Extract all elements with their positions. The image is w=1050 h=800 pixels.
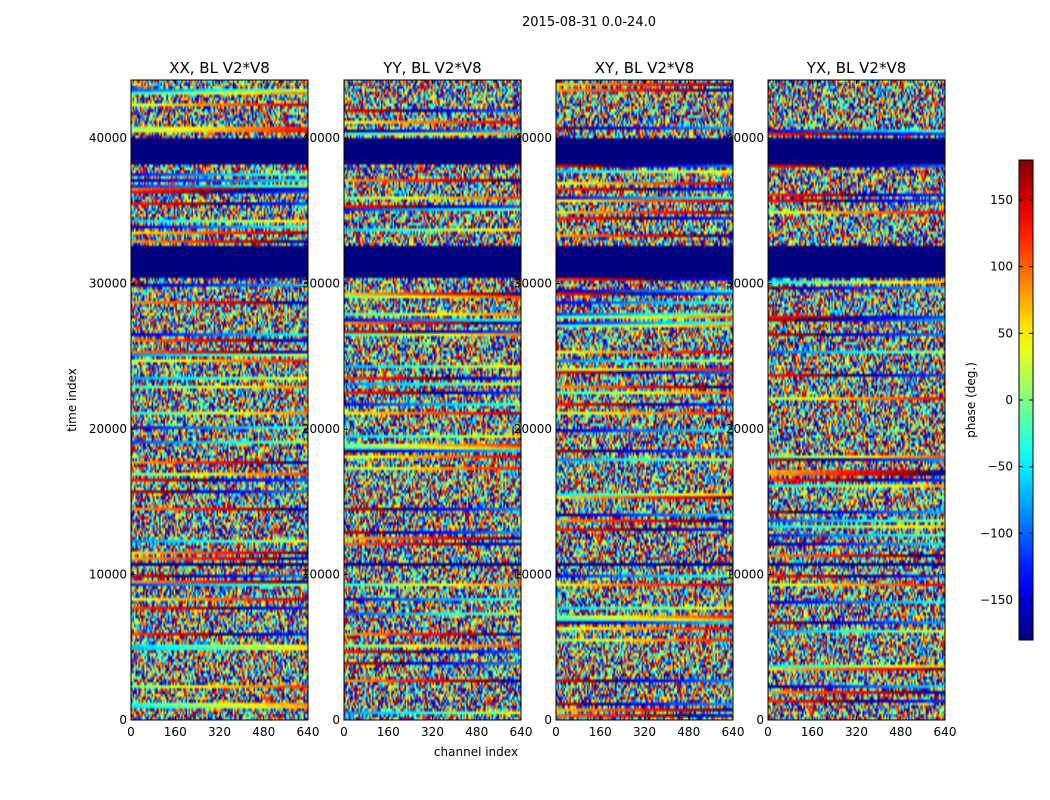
x-tick-label: 160: [589, 725, 612, 739]
y-tick-label: 30000: [302, 277, 340, 291]
panel-3: XY, BL V2*V8 0 160 320 480 640 0 10000 20000 3000…: [514, 59, 745, 739]
panel-2: YY, BL V2*V8 0 160 320 480 640 0 10000 20000 3000…: [302, 59, 533, 739]
x-tick-label: 320: [421, 725, 444, 739]
x-tick-label: 160: [164, 725, 187, 739]
y-tick-label: 0: [332, 713, 340, 727]
x-tick-label: 480: [465, 725, 488, 739]
x-tick-label: 0: [127, 725, 135, 739]
x-tick-label: 320: [633, 725, 656, 739]
y-tick-label: 30000: [514, 277, 552, 291]
panel-title: XX, BL V2*V8: [169, 59, 270, 77]
panel-1: XX, BL V2*V8 0 160 320 480 640 0 10000 20000 3000…: [89, 59, 320, 739]
x-tick-label: 0: [340, 725, 348, 739]
colorbar-tick-label: 150: [990, 193, 1013, 207]
panel-title: XY, BL V2*V8: [595, 59, 695, 77]
y-axis-label: time index: [65, 368, 79, 432]
panels: XX, BL V2*V8 0 160 320 480 640 0 10000 20000 3000…: [89, 59, 957, 739]
heatmap-image: [768, 80, 945, 720]
colorbar: 150 100 50 0 −50 −100 −150: [980, 159, 1034, 641]
colorbar-tick-label: −150: [980, 593, 1013, 607]
x-tick-label: 320: [208, 725, 231, 739]
y-tick-label: 0: [544, 713, 552, 727]
x-tick-label: 320: [845, 725, 868, 739]
heatmap-image: [556, 80, 733, 720]
x-tick-label: 640: [297, 725, 320, 739]
y-tick-label: 10000: [302, 568, 340, 582]
y-tick-label: 40000: [89, 131, 127, 145]
x-tick-label: 480: [252, 725, 275, 739]
y-tick-label: 20000: [89, 422, 127, 436]
colorbar-tick-label: 0: [1005, 393, 1013, 407]
heatmap-image: [344, 80, 521, 720]
panel-4: YX, BL V2*V8 0 160 320 480 640 0 10000 20000 3000…: [726, 59, 957, 739]
x-tick-label: 0: [552, 725, 560, 739]
x-tick-label: 480: [889, 725, 912, 739]
x-tick-label: 640: [722, 725, 745, 739]
panel-title: YX, BL V2*V8: [806, 59, 907, 77]
x-tick-label: 640: [934, 725, 957, 739]
colorbar-tick-label: 100: [990, 260, 1013, 274]
colorbar-label: phase (deg.): [964, 362, 978, 438]
y-tick-label: 40000: [514, 131, 552, 145]
x-tick-label: 640: [510, 725, 533, 739]
y-tick-label: 30000: [89, 277, 127, 291]
y-tick-label: 30000: [726, 277, 764, 291]
y-tick-label: 10000: [89, 568, 127, 582]
x-axis-label: channel index: [434, 745, 518, 759]
x-tick-label: 160: [801, 725, 824, 739]
y-tick-label: 20000: [302, 422, 340, 436]
colorbar-tick-label: −50: [988, 460, 1013, 474]
panel-title: YY, BL V2*V8: [382, 59, 481, 77]
y-tick-label: 40000: [726, 131, 764, 145]
x-tick-label: 160: [377, 725, 400, 739]
heatmap-image: [131, 80, 308, 720]
y-tick-label: 40000: [302, 131, 340, 145]
y-tick-label: 0: [119, 713, 127, 727]
colorbar-tick-label: 50: [998, 326, 1013, 340]
y-tick-label: 10000: [726, 568, 764, 582]
y-tick-label: 20000: [514, 422, 552, 436]
colorbar-tick-label: −100: [980, 526, 1013, 540]
y-tick-label: 10000: [514, 568, 552, 582]
figure-title: 2015-08-31 0.0-24.0: [522, 15, 656, 30]
y-tick-label: 0: [756, 713, 764, 727]
x-tick-label: 0: [764, 725, 772, 739]
y-tick-label: 20000: [726, 422, 764, 436]
x-tick-label: 480: [677, 725, 700, 739]
